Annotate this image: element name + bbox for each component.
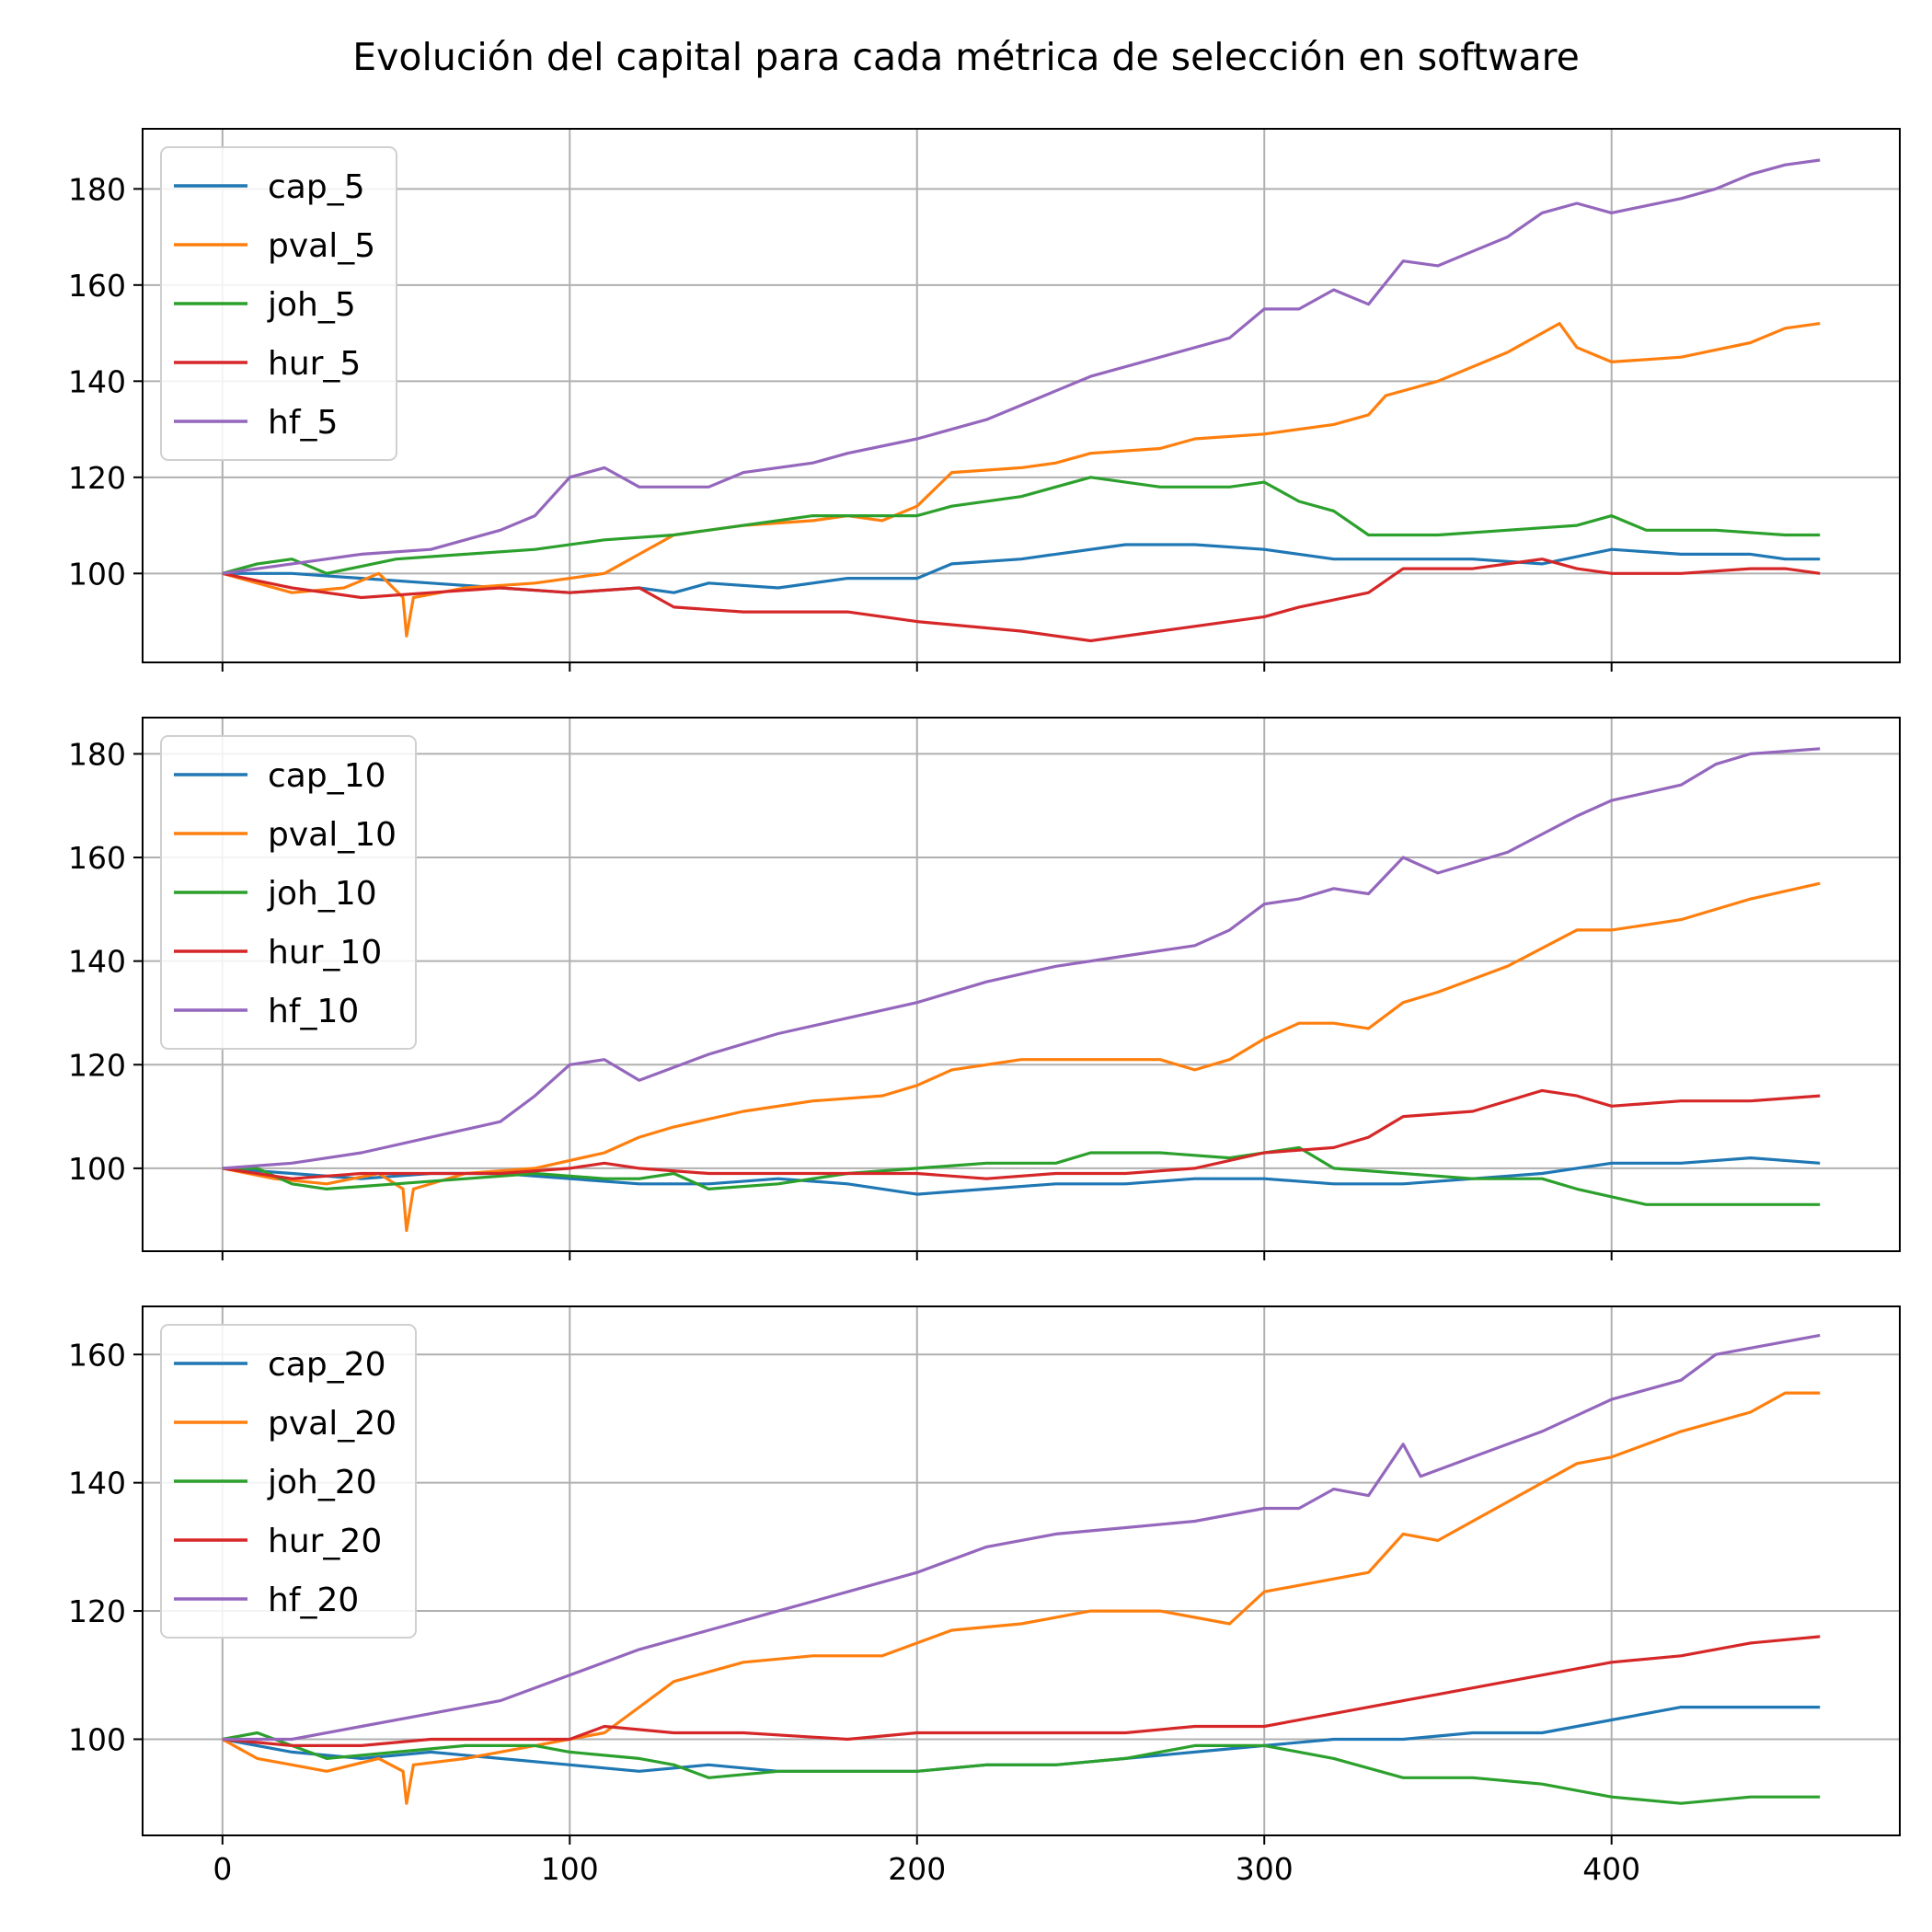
series-line-hur_10 bbox=[222, 1088, 1821, 1180]
legend-label-joh_20: joh_20 bbox=[267, 1464, 377, 1501]
legend-label-joh_5: joh_5 bbox=[267, 286, 356, 324]
y-tick-label: 120 bbox=[68, 460, 126, 496]
y-tick-label: 140 bbox=[68, 1466, 126, 1501]
subplot-1: 100 120 140 160 180 cap_5 pval_5 joh_5 hur_5 hf_5 bbox=[68, 128, 1901, 672]
legend-label-cap_10: cap_10 bbox=[268, 757, 386, 795]
series-line-hur_20 bbox=[222, 1635, 1821, 1747]
x-tick-label: 300 bbox=[1236, 1851, 1294, 1887]
legend-label-cap_5: cap_5 bbox=[268, 168, 365, 206]
y-tick-label: 100 bbox=[68, 1151, 126, 1187]
y-tick-label: 100 bbox=[68, 1721, 126, 1757]
y-tick-label: 180 bbox=[68, 171, 126, 207]
legend: cap_5 pval_5 joh_5 hur_5 hf_5 bbox=[160, 146, 397, 461]
series-line-joh_5 bbox=[222, 476, 1821, 575]
series-line-pval_20 bbox=[222, 1391, 1821, 1805]
y-tick-label: 160 bbox=[68, 268, 126, 304]
legend-box bbox=[160, 146, 397, 461]
legend-label-hur_10: hur_10 bbox=[268, 934, 382, 972]
y-tick-label: 100 bbox=[68, 556, 126, 592]
series-line-hf_10 bbox=[222, 747, 1821, 1170]
y-tick-label: 160 bbox=[68, 1337, 126, 1373]
y-tick-label: 120 bbox=[68, 1047, 126, 1083]
series-line-pval_5 bbox=[222, 322, 1821, 638]
x-tick-label: 200 bbox=[888, 1851, 946, 1887]
subplots: 100 120 140 160 180 cap_5 pval_5 joh_5 hur_5 hf_5… bbox=[68, 128, 1901, 1887]
series-line-hf_20 bbox=[222, 1333, 1821, 1742]
legend-label-joh_10: joh_10 bbox=[267, 875, 377, 913]
axes-frame bbox=[142, 1305, 1901, 1836]
subplot-2: 100 120 140 160 180 cap_10 pval_10 joh_10 hur_10… bbox=[68, 717, 1901, 1260]
x-tick-label: 0 bbox=[213, 1851, 232, 1887]
axes-frame bbox=[142, 128, 1901, 663]
legend: cap_20 pval_20 joh_20 hur_20 hf_20 bbox=[160, 1324, 417, 1639]
legend-label-hf_20: hf_20 bbox=[268, 1581, 359, 1619]
x-tick-label: 400 bbox=[1582, 1851, 1640, 1887]
legend-label-cap_20: cap_20 bbox=[268, 1346, 386, 1384]
series-line-pval_10 bbox=[222, 881, 1821, 1233]
x-tick-label: 100 bbox=[541, 1851, 599, 1887]
legend: cap_10 pval_10 joh_10 hur_10 hf_10 bbox=[160, 735, 417, 1050]
y-tick-label: 120 bbox=[68, 1593, 126, 1629]
subplot-3: 0 100 200 300 400 100 120 140 160 cap_20 pval_20jo… bbox=[68, 1305, 1901, 1887]
y-tick-label: 140 bbox=[68, 944, 126, 980]
y-tick-label: 160 bbox=[68, 840, 126, 876]
legend-label-hur_5: hur_5 bbox=[268, 345, 361, 383]
y-tick-label: 140 bbox=[68, 363, 126, 399]
legend-label-pval_5: pval_5 bbox=[268, 227, 375, 265]
legend-box bbox=[160, 735, 417, 1050]
series-line-joh_10 bbox=[222, 1145, 1821, 1206]
legend-label-hf_10: hf_10 bbox=[268, 993, 359, 1030]
legend-label-hur_20: hur_20 bbox=[268, 1523, 382, 1560]
legend-label-pval_10: pval_10 bbox=[268, 816, 397, 854]
y-tick-label: 180 bbox=[68, 736, 126, 772]
legend-label-pval_20: pval_20 bbox=[268, 1405, 397, 1443]
legend-label-hf_5: hf_5 bbox=[268, 404, 338, 442]
figure-title: Evolución del capital para cada métrica … bbox=[352, 35, 1580, 79]
series-line-hf_5 bbox=[222, 158, 1821, 575]
legend-box bbox=[160, 1324, 417, 1639]
series-line-joh_20 bbox=[222, 1731, 1821, 1805]
axes-frame bbox=[142, 717, 1901, 1252]
series-line-hur_5 bbox=[222, 558, 1821, 643]
